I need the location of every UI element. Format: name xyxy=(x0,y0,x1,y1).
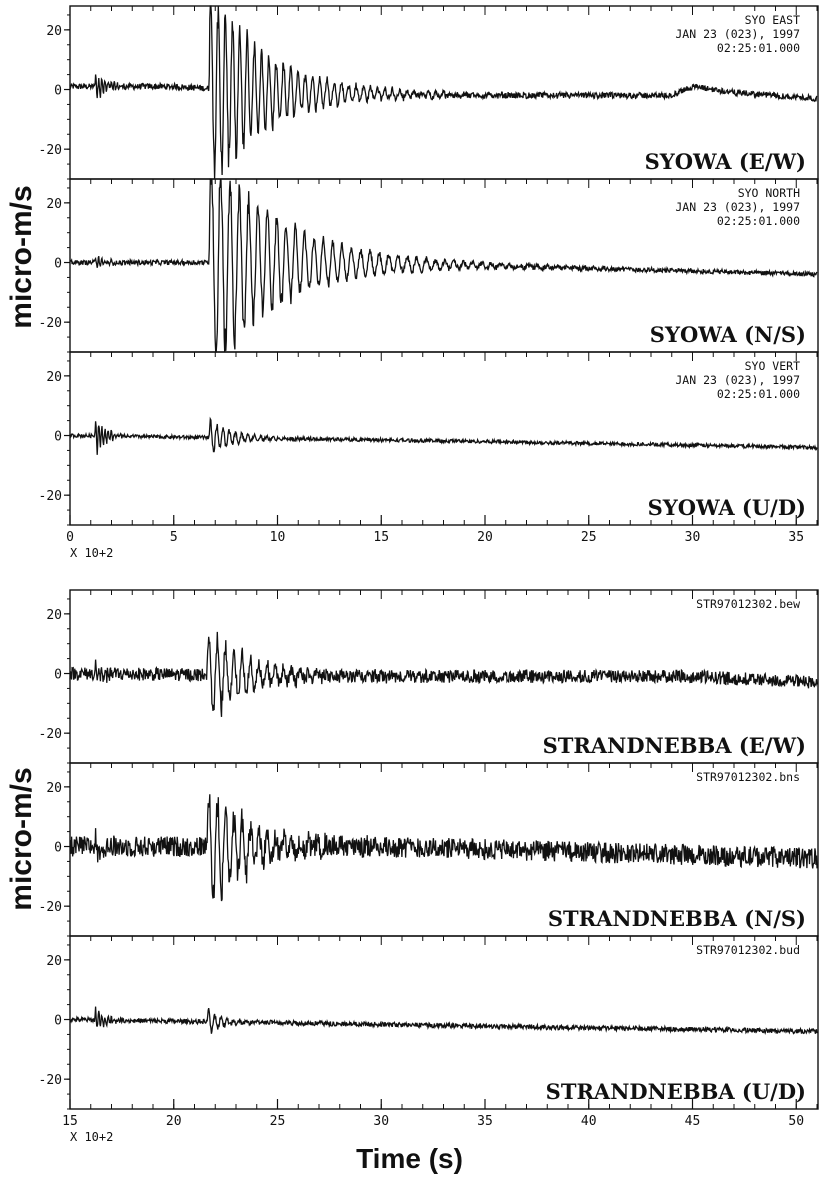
trace-header-text: STR97012302.bew xyxy=(696,597,800,611)
y-tick-label: -20 xyxy=(39,727,62,742)
y-tick-label: 0 xyxy=(54,257,62,272)
seismic-trace xyxy=(69,631,818,717)
x-multiplier-label: X 10+2 xyxy=(70,546,113,560)
x-tick-label: 15 xyxy=(373,530,389,545)
trace-header-text: STR97012302.bud xyxy=(696,943,800,957)
y-tick-label: 20 xyxy=(46,24,62,39)
y-tick-label: 0 xyxy=(54,841,62,856)
seismic-trace xyxy=(69,1006,818,1036)
x-axis-label: Time (s) xyxy=(356,1143,463,1174)
x-tick-label: 35 xyxy=(788,530,804,545)
x-tick-label: 30 xyxy=(373,1114,389,1129)
panel-bottom-0: 20 0 -20 STR97012302.bew STRANDNEBBA (E/W) xyxy=(39,589,819,764)
seismic-trace xyxy=(69,178,818,353)
x-tick-label: 50 xyxy=(788,1114,804,1129)
trace-header-text: SYO EAST xyxy=(745,13,800,27)
y-tick-label: -20 xyxy=(39,900,62,915)
panel-bottom-1: 20 0 -20 STR97012302.bns STRANDNEBBA (N/S) xyxy=(39,762,819,937)
x-tick-label: 30 xyxy=(685,530,701,545)
x-tick-label: 35 xyxy=(477,1114,493,1129)
x-multiplier-label: X 10+2 xyxy=(70,1130,113,1144)
station-label: SYOWA (N/S) xyxy=(650,322,806,347)
y-tick-label: 0 xyxy=(54,84,62,99)
y-tick-label: 20 xyxy=(46,608,62,623)
station-label: SYOWA (U/D) xyxy=(648,495,806,520)
station-label: STRANDNEBBA (E/W) xyxy=(543,733,806,758)
seismic-trace xyxy=(69,5,818,180)
x-tick-label: 15 xyxy=(62,1114,78,1129)
seismic-trace xyxy=(69,794,818,902)
seismic-trace xyxy=(69,416,818,455)
y-tick-label: 0 xyxy=(54,430,62,445)
x-tick-label: 25 xyxy=(270,1114,286,1129)
y-axis-label-bottom: micro-m/s xyxy=(5,767,38,911)
station-label: STRANDNEBBA (N/S) xyxy=(548,906,806,931)
y-tick-label: 0 xyxy=(54,1014,62,1029)
y-tick-label: 20 xyxy=(46,954,62,969)
trace-header-text: 02:25:01.000 xyxy=(717,214,800,228)
x-tick-label: 10 xyxy=(270,530,286,545)
y-tick-label: -20 xyxy=(39,143,62,158)
x-tick-label: 20 xyxy=(166,1114,182,1129)
y-tick-label: -20 xyxy=(39,316,62,331)
y-tick-label: 0 xyxy=(54,668,62,683)
y-tick-label: -20 xyxy=(39,489,62,504)
panel-bottom-2: 20 0 -20 STR97012302.bud STRANDNEBBA (U/D) xyxy=(39,935,819,1110)
y-tick-label: -20 xyxy=(39,1073,62,1088)
trace-header-text: 02:25:01.000 xyxy=(717,41,800,55)
x-tick-label: 0 xyxy=(66,530,74,545)
x-tick-label: 20 xyxy=(477,530,493,545)
y-tick-label: 20 xyxy=(46,370,62,385)
trace-header-text: STR97012302.bns xyxy=(696,770,800,784)
station-label: STRANDNEBBA (U/D) xyxy=(546,1079,806,1104)
x-tick-label: 25 xyxy=(581,530,597,545)
station-label: SYOWA (E/W) xyxy=(645,149,806,174)
x-tick-label: 45 xyxy=(685,1114,701,1129)
trace-header-text: 02:25:01.000 xyxy=(717,387,800,401)
y-tick-label: 20 xyxy=(46,781,62,796)
trace-header-text: JAN 23 (023), 1997 xyxy=(675,27,800,41)
trace-header-text: SYO NORTH xyxy=(738,186,800,200)
x-tick-label: 5 xyxy=(170,530,178,545)
trace-header-text: JAN 23 (023), 1997 xyxy=(675,200,800,214)
trace-header-text: SYO VERT xyxy=(745,359,800,373)
y-tick-label: 20 xyxy=(46,197,62,212)
x-tick-label: 40 xyxy=(581,1114,597,1129)
trace-header-text: JAN 23 (023), 1997 xyxy=(675,373,800,387)
y-axis-label-top: micro-m/s xyxy=(5,185,38,329)
